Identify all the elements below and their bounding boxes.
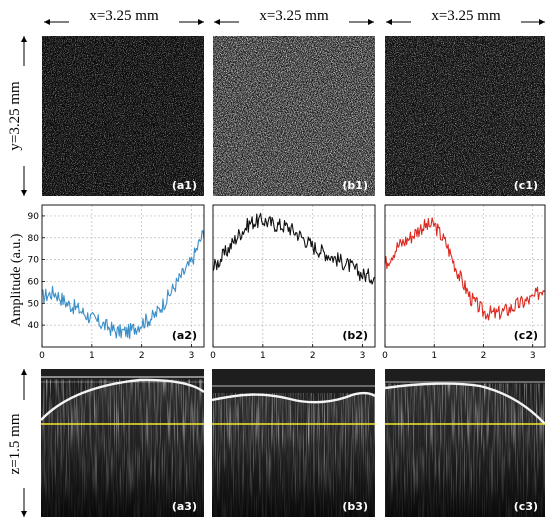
- panel-b1-label: (b1): [342, 179, 368, 192]
- plot-a2-y-tick-label: 80: [28, 234, 40, 244]
- plot-b2-frame: [212, 204, 376, 348]
- plot-b2-x-tick-label: 0: [210, 351, 216, 361]
- plot-b2-label: (b2): [342, 329, 368, 342]
- panel-c1-label: (c1): [514, 179, 538, 192]
- plot-a2-y-tick-label: 70: [28, 256, 40, 266]
- plot-a2: 0 1 2 3 40 50 60 70 80 90 (a2): [28, 204, 205, 361]
- plot-b2-x-tick-label: 2: [310, 351, 316, 361]
- plot-b2-series-line: [212, 212, 376, 285]
- plot-a2-series-line: [41, 230, 205, 340]
- plot-a2-x-tick-label: 1: [89, 351, 95, 361]
- z-dimension-label: z=1.5 mm: [7, 413, 23, 474]
- plot-a2-x-tick-label: 2: [139, 351, 145, 361]
- amplitude-axis-label: Amplitude (a.u.): [9, 233, 24, 326]
- plot-a2-label: (a2): [172, 329, 197, 342]
- x-dimension-label-b: x=3.25 mm: [259, 8, 329, 24]
- plot-b2-x-tick-label: 1: [260, 351, 266, 361]
- panel-b1-image: (b1): [213, 36, 375, 196]
- plot-c2-x-tick-label: 1: [431, 351, 437, 361]
- plot-c2-x-tick-label: 2: [481, 351, 487, 361]
- x-dimension-label-a: x=3.25 mm: [89, 8, 159, 24]
- plot-a2-x-tick-label: 0: [39, 351, 45, 361]
- plot-a2-x-tick-label: 3: [189, 351, 195, 361]
- plot-c2-frame: [384, 204, 546, 348]
- panel-a1-label: (a1): [172, 179, 197, 192]
- plot-a2-background: [42, 205, 204, 347]
- plot-c2-series-line: [384, 217, 546, 321]
- panel-c1-image: (c1): [385, 36, 545, 196]
- plot-c2-x-tick-label: 0: [382, 351, 388, 361]
- plot-b2-x-tick-label: 3: [360, 351, 366, 361]
- panel-a3-label: (a3): [172, 500, 197, 513]
- plot-c2-label: (c2): [514, 329, 538, 342]
- plot-b2: 0 1 2 3 (b2): [210, 204, 376, 361]
- plot-a2-y-tick-label: 40: [28, 321, 40, 331]
- panel-b3-image: (b3): [212, 369, 375, 517]
- plot-b2-background: [213, 205, 375, 347]
- panel-a3-image: (a3): [41, 369, 204, 517]
- y-dimension-label: y=3.25 mm: [7, 81, 23, 151]
- panel-a1-image: (a1): [42, 36, 204, 196]
- plot-a2-y-tick-label: 60: [28, 277, 40, 287]
- plot-a2-y-tick-label: 90: [28, 212, 40, 222]
- panel-b3-label: (b3): [342, 500, 368, 513]
- panel-c3-image: (c3): [385, 369, 545, 517]
- x-dimension-label-c: x=3.25 mm: [431, 8, 501, 24]
- plot-c2: 0 1 2 3 (c2): [382, 204, 546, 361]
- plot-c2-x-tick-label: 3: [530, 351, 536, 361]
- amplitude-plots: 0 1 2 3 40 50 60 70 80 90 (a2) 0 1 2 3 (b2) 0 1 2 3 (c2): [28, 204, 546, 361]
- plot-c2-background: [385, 205, 545, 347]
- plot-a2-y-tick-label: 50: [28, 299, 40, 309]
- panel-c3-label: (c3): [514, 500, 538, 513]
- plot-a2-frame: [41, 204, 205, 348]
